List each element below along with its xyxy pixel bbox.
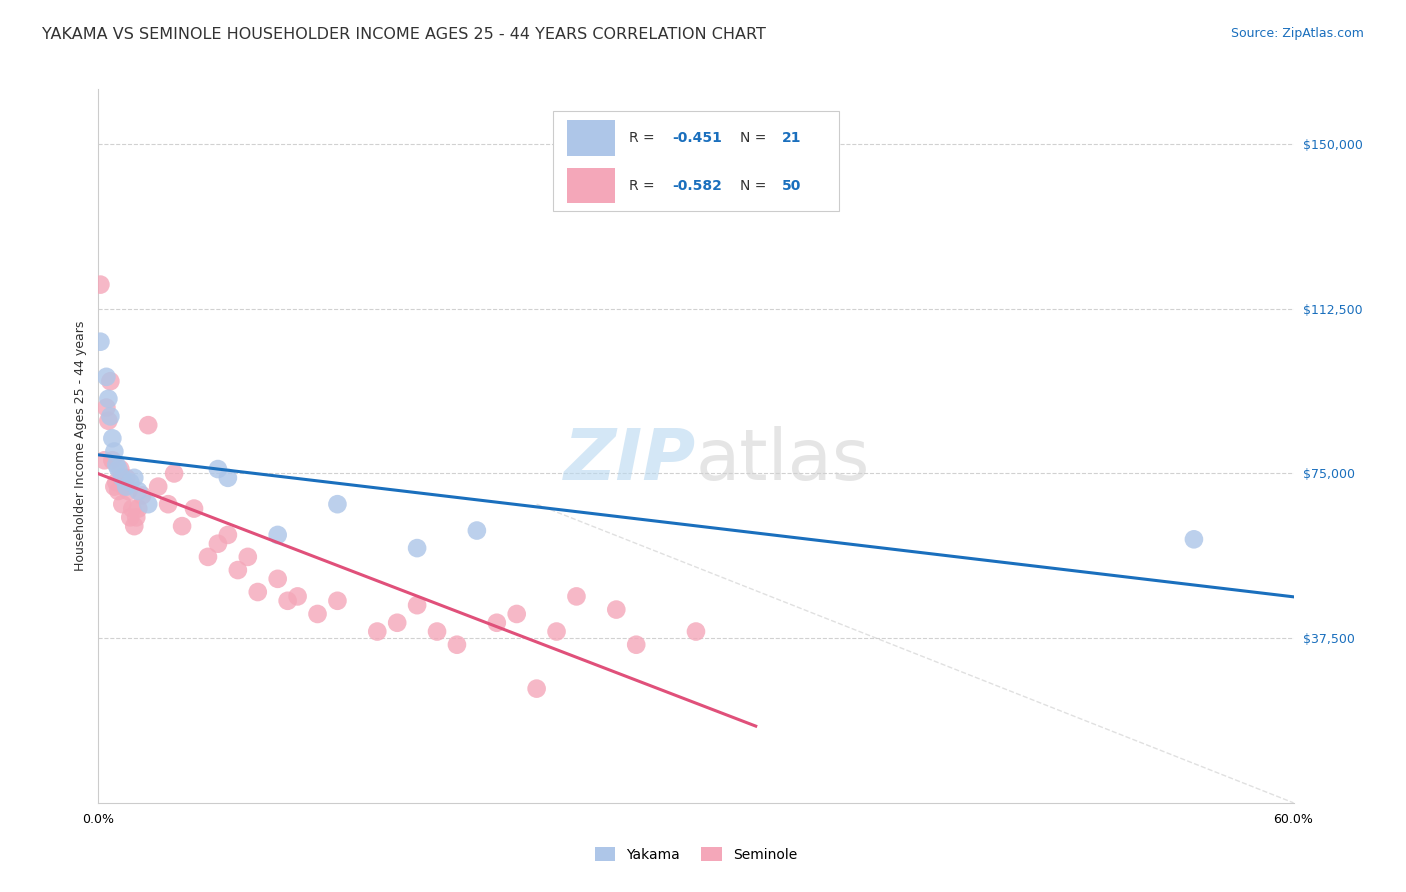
Point bbox=[287, 590, 309, 604]
Point bbox=[136, 418, 159, 433]
Point bbox=[89, 277, 111, 292]
Text: N =: N = bbox=[740, 131, 770, 145]
Point bbox=[326, 497, 349, 511]
Point bbox=[546, 624, 568, 639]
Text: ZIP: ZIP bbox=[564, 425, 696, 495]
Point bbox=[226, 563, 249, 577]
Text: Source: ZipAtlas.com: Source: ZipAtlas.com bbox=[1230, 27, 1364, 40]
Text: 21: 21 bbox=[782, 131, 801, 145]
Point bbox=[89, 334, 111, 349]
Point bbox=[157, 497, 180, 511]
Point bbox=[526, 681, 548, 696]
Text: R =: R = bbox=[628, 178, 659, 193]
Point bbox=[565, 590, 588, 604]
Point bbox=[485, 615, 508, 630]
Point bbox=[426, 624, 449, 639]
Point bbox=[111, 471, 134, 485]
Point bbox=[277, 594, 299, 608]
Point bbox=[98, 409, 122, 424]
Point bbox=[307, 607, 329, 621]
FancyBboxPatch shape bbox=[567, 168, 614, 203]
Point bbox=[183, 501, 205, 516]
Point bbox=[267, 528, 290, 542]
Point bbox=[217, 471, 239, 485]
Point bbox=[267, 572, 290, 586]
Point bbox=[446, 638, 468, 652]
Point bbox=[685, 624, 707, 639]
Point bbox=[626, 638, 648, 652]
Point bbox=[105, 458, 128, 472]
Point bbox=[121, 501, 143, 516]
Point bbox=[1182, 533, 1205, 547]
Point bbox=[163, 467, 186, 481]
Point bbox=[110, 462, 132, 476]
Point bbox=[172, 519, 194, 533]
Point bbox=[103, 444, 125, 458]
Point bbox=[246, 585, 269, 599]
Point bbox=[127, 501, 149, 516]
Point bbox=[207, 462, 229, 476]
FancyBboxPatch shape bbox=[567, 120, 614, 155]
Point bbox=[148, 480, 170, 494]
Point bbox=[107, 462, 129, 476]
Point bbox=[125, 510, 148, 524]
Point bbox=[127, 483, 149, 498]
Point bbox=[120, 510, 142, 524]
Point bbox=[385, 615, 409, 630]
Point bbox=[124, 471, 146, 485]
Point bbox=[111, 497, 134, 511]
Point bbox=[117, 483, 139, 498]
Point bbox=[96, 369, 118, 384]
Point bbox=[605, 602, 627, 616]
Text: atlas: atlas bbox=[696, 425, 870, 495]
Point bbox=[236, 549, 259, 564]
Point bbox=[465, 524, 488, 538]
Point bbox=[115, 471, 138, 485]
Point bbox=[136, 497, 159, 511]
Y-axis label: Householder Income Ages 25 - 44 years: Householder Income Ages 25 - 44 years bbox=[75, 321, 87, 571]
Point bbox=[124, 519, 146, 533]
Text: R =: R = bbox=[628, 131, 659, 145]
Point bbox=[207, 537, 229, 551]
Text: N =: N = bbox=[740, 178, 770, 193]
Point bbox=[406, 541, 429, 555]
Point bbox=[96, 401, 118, 415]
Point bbox=[103, 480, 125, 494]
Point bbox=[107, 483, 129, 498]
Point bbox=[98, 374, 122, 388]
Text: 50: 50 bbox=[782, 178, 801, 193]
Legend: Yakama, Seminole: Yakama, Seminole bbox=[589, 841, 803, 867]
Point bbox=[506, 607, 529, 621]
Point bbox=[105, 475, 128, 490]
Point bbox=[326, 594, 349, 608]
Point bbox=[120, 475, 142, 490]
Text: -0.451: -0.451 bbox=[672, 131, 721, 145]
Text: YAKAMA VS SEMINOLE HOUSEHOLDER INCOME AGES 25 - 44 YEARS CORRELATION CHART: YAKAMA VS SEMINOLE HOUSEHOLDER INCOME AG… bbox=[42, 27, 766, 42]
Point bbox=[112, 480, 135, 494]
FancyBboxPatch shape bbox=[553, 111, 839, 211]
Point bbox=[93, 453, 115, 467]
Point bbox=[131, 488, 153, 502]
Point bbox=[97, 414, 120, 428]
Point bbox=[197, 549, 219, 564]
Point bbox=[406, 598, 429, 612]
Point bbox=[366, 624, 388, 639]
Text: -0.582: -0.582 bbox=[672, 178, 721, 193]
Point bbox=[115, 480, 138, 494]
Point bbox=[97, 392, 120, 406]
Point bbox=[101, 453, 124, 467]
Point bbox=[217, 528, 239, 542]
Point bbox=[101, 431, 124, 445]
